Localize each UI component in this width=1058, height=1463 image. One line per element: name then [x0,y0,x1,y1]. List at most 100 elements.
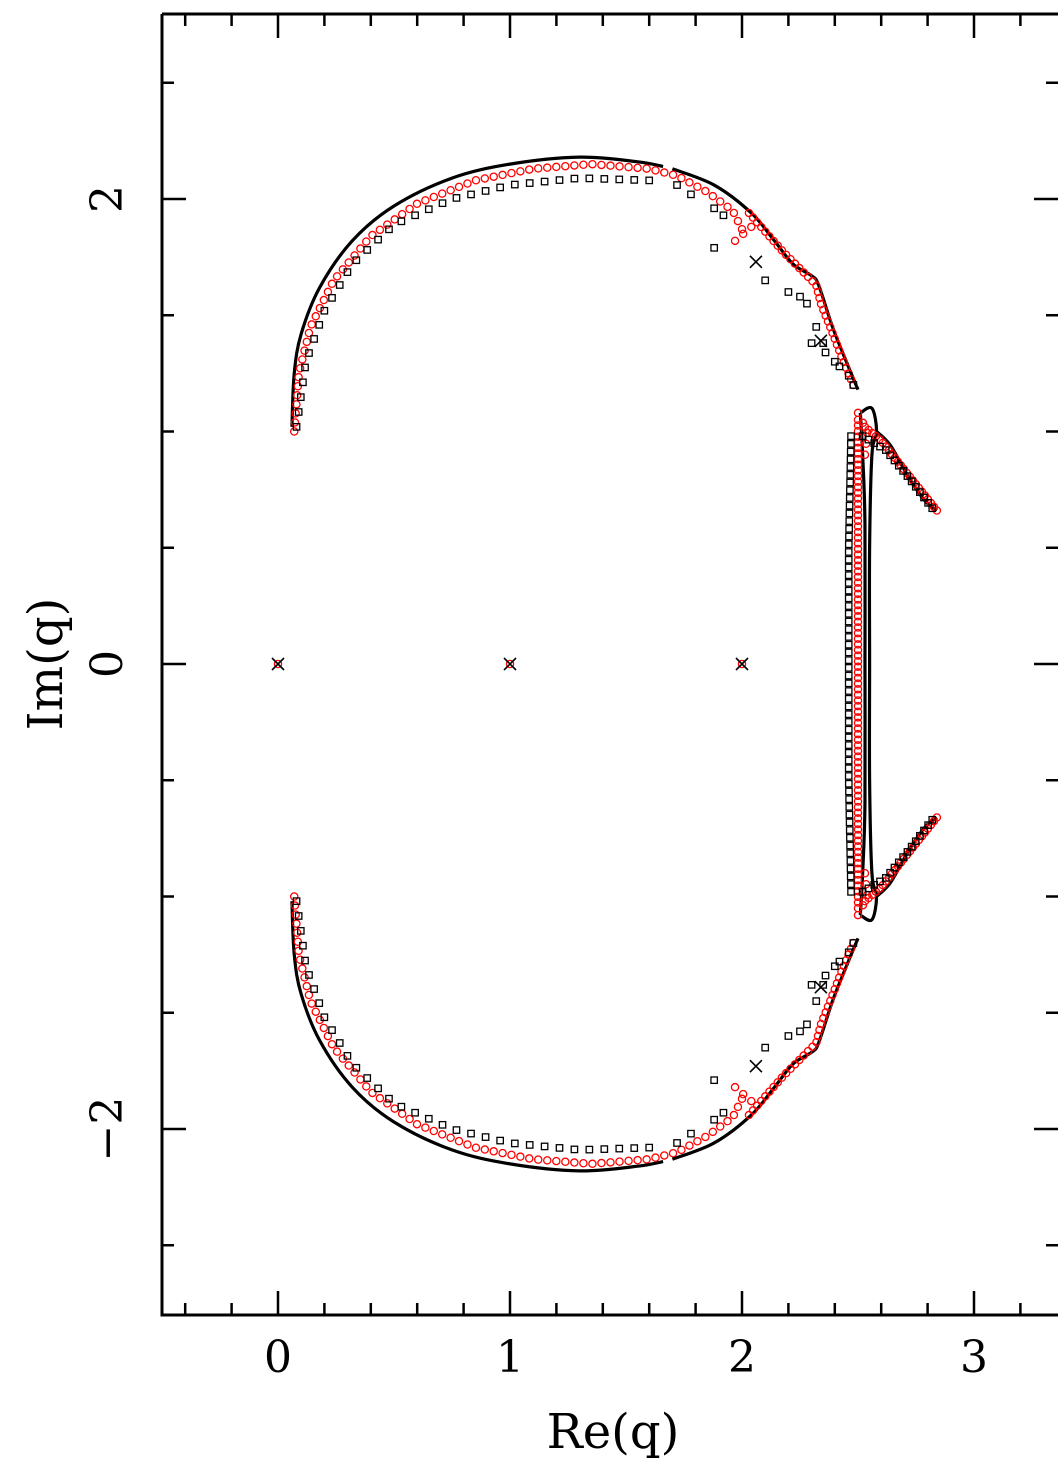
x-tick-label: 2 [728,1332,756,1383]
circle-marker [463,179,472,188]
circle-marker [808,1042,817,1051]
square-marker [844,617,853,626]
circle-marker [730,236,740,246]
circle-marker [853,713,863,722]
cross-markers [271,255,828,1073]
square-marker [899,853,907,861]
circle-marker [300,346,309,355]
square-marker [296,927,305,935]
square-marker [881,874,890,882]
square-marker [821,971,830,980]
square-marker [849,939,858,947]
square-marker [886,868,894,877]
circle-marker [795,1055,804,1065]
square-marker [397,217,406,226]
circle-marker [815,293,824,303]
square-marker [525,179,534,187]
square-marker [845,494,854,502]
square-marker [847,888,855,896]
x-tick-label: 0 [264,1332,292,1383]
axis-ticks [162,14,1058,1315]
circle-marker [853,836,863,846]
circle-marker [588,159,597,169]
square-marker [305,349,313,357]
circle-marker [642,164,651,173]
circle-marker [853,494,863,503]
square-marker [374,1084,382,1093]
cross-marker [814,334,828,348]
circle-marker [362,237,371,246]
circle-marker [471,1143,481,1152]
square-marker [352,1063,361,1072]
circle-marker [397,209,407,219]
circle-marker [295,955,305,964]
square-marker [328,1026,336,1034]
square-marker [907,842,916,851]
circle-marker [533,164,543,173]
circle-marker [853,477,863,486]
circle-marker [853,690,863,700]
square-marker [845,524,853,533]
circle-marker [597,1158,606,1168]
circle-marker [463,1140,472,1149]
square-marker [301,956,309,965]
circle-marker [790,259,800,268]
circle-marker [853,673,863,683]
circle-marker [733,216,743,226]
square-marker [819,339,828,348]
square-marker [890,456,899,465]
circle-marker [668,1148,678,1158]
circle-marker [615,1157,624,1166]
square-marker [467,1129,475,1138]
circle-marker [773,1078,782,1087]
circle-marker [606,1158,615,1167]
square-marker [315,999,324,1008]
square-marker [310,335,318,343]
square-marker [555,176,564,184]
square-marker [525,1141,534,1149]
circle-marker [786,1064,795,1074]
circle-marker [693,182,702,191]
circle-marker [311,1007,321,1016]
square-marker [803,1020,811,1029]
square-marker [845,787,853,796]
square-marker [844,710,853,719]
circle-marker [290,901,300,910]
square-marker [928,504,937,513]
square-marker [784,288,793,296]
circle-marker [777,246,787,255]
square-marker [600,1145,609,1153]
circle-marker [853,511,863,520]
square-marker [570,1145,579,1154]
circle-marker [729,1110,739,1120]
circle-marker [853,752,863,761]
circle-marker [543,1156,552,1165]
circle-marker [737,1094,747,1104]
circle-marker [429,192,439,202]
square-marker [844,725,853,734]
circle-marker [853,488,863,498]
circle-marker [765,1087,774,1096]
circle-marker [853,662,863,672]
y-axis-label: Im(q) [18,598,74,731]
square-marker [845,810,854,819]
square-marker [310,985,318,993]
circle-marker [489,1147,498,1156]
circle-marker [853,617,863,627]
square-marker [335,1039,344,1047]
square-marker [540,177,549,186]
circle-marker [853,415,863,425]
square-marker [411,1108,419,1117]
circle-marker [421,1123,430,1132]
circle-marker [480,1145,490,1154]
circle-marker [812,1037,821,1047]
circle-marker [307,999,316,1008]
square-marker [846,478,854,487]
circle-marker [853,892,863,902]
square-marker [844,948,853,957]
circle-marker [853,482,863,492]
square-marker [844,748,853,757]
square-marker [615,175,624,184]
circle-marker [853,640,863,649]
square-marker [687,190,695,199]
